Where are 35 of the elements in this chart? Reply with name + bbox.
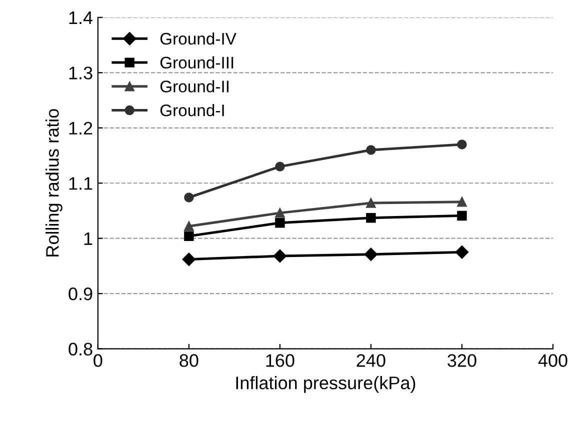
point xyxy=(275,218,285,228)
legend-label: Ground-III xyxy=(160,56,234,69)
legend-label: Ground-IV xyxy=(160,32,236,45)
point xyxy=(457,210,467,221)
point xyxy=(364,248,378,261)
point xyxy=(457,197,467,207)
x-tick-label: 240 xyxy=(356,354,386,367)
y-tick-label: 0.8 xyxy=(68,342,92,356)
point xyxy=(182,252,196,266)
legend-label: Ground-II xyxy=(160,80,228,92)
point xyxy=(275,208,285,218)
point xyxy=(184,221,194,232)
x-tick-label: 80 xyxy=(180,354,198,367)
y-tick-label: 1 xyxy=(84,232,92,245)
point xyxy=(366,198,376,208)
x-tick-label: 400 xyxy=(538,354,568,367)
point xyxy=(455,246,469,259)
point xyxy=(184,231,194,241)
legend-label: Ground-I xyxy=(160,104,224,116)
x-tick-label: 320 xyxy=(448,354,476,367)
point xyxy=(275,162,285,172)
y-tick-label: 1.3 xyxy=(69,66,92,80)
point xyxy=(457,140,467,150)
x-tick-label: 0 xyxy=(94,354,102,367)
y-tick-label: 1.4 xyxy=(69,12,93,24)
y-tick-label: 1.2 xyxy=(69,122,92,134)
x-tick-label: 160 xyxy=(266,354,294,367)
y-tick-label: 1.1 xyxy=(69,177,92,190)
point xyxy=(366,145,376,155)
x-axis-title: Inflation pressure(kPa) xyxy=(236,376,416,393)
point xyxy=(366,213,376,223)
y-tick-label: 0.9 xyxy=(68,288,92,300)
y-axis-title: Rolling radius ratio xyxy=(46,109,62,256)
point xyxy=(184,192,194,202)
point xyxy=(273,249,287,263)
